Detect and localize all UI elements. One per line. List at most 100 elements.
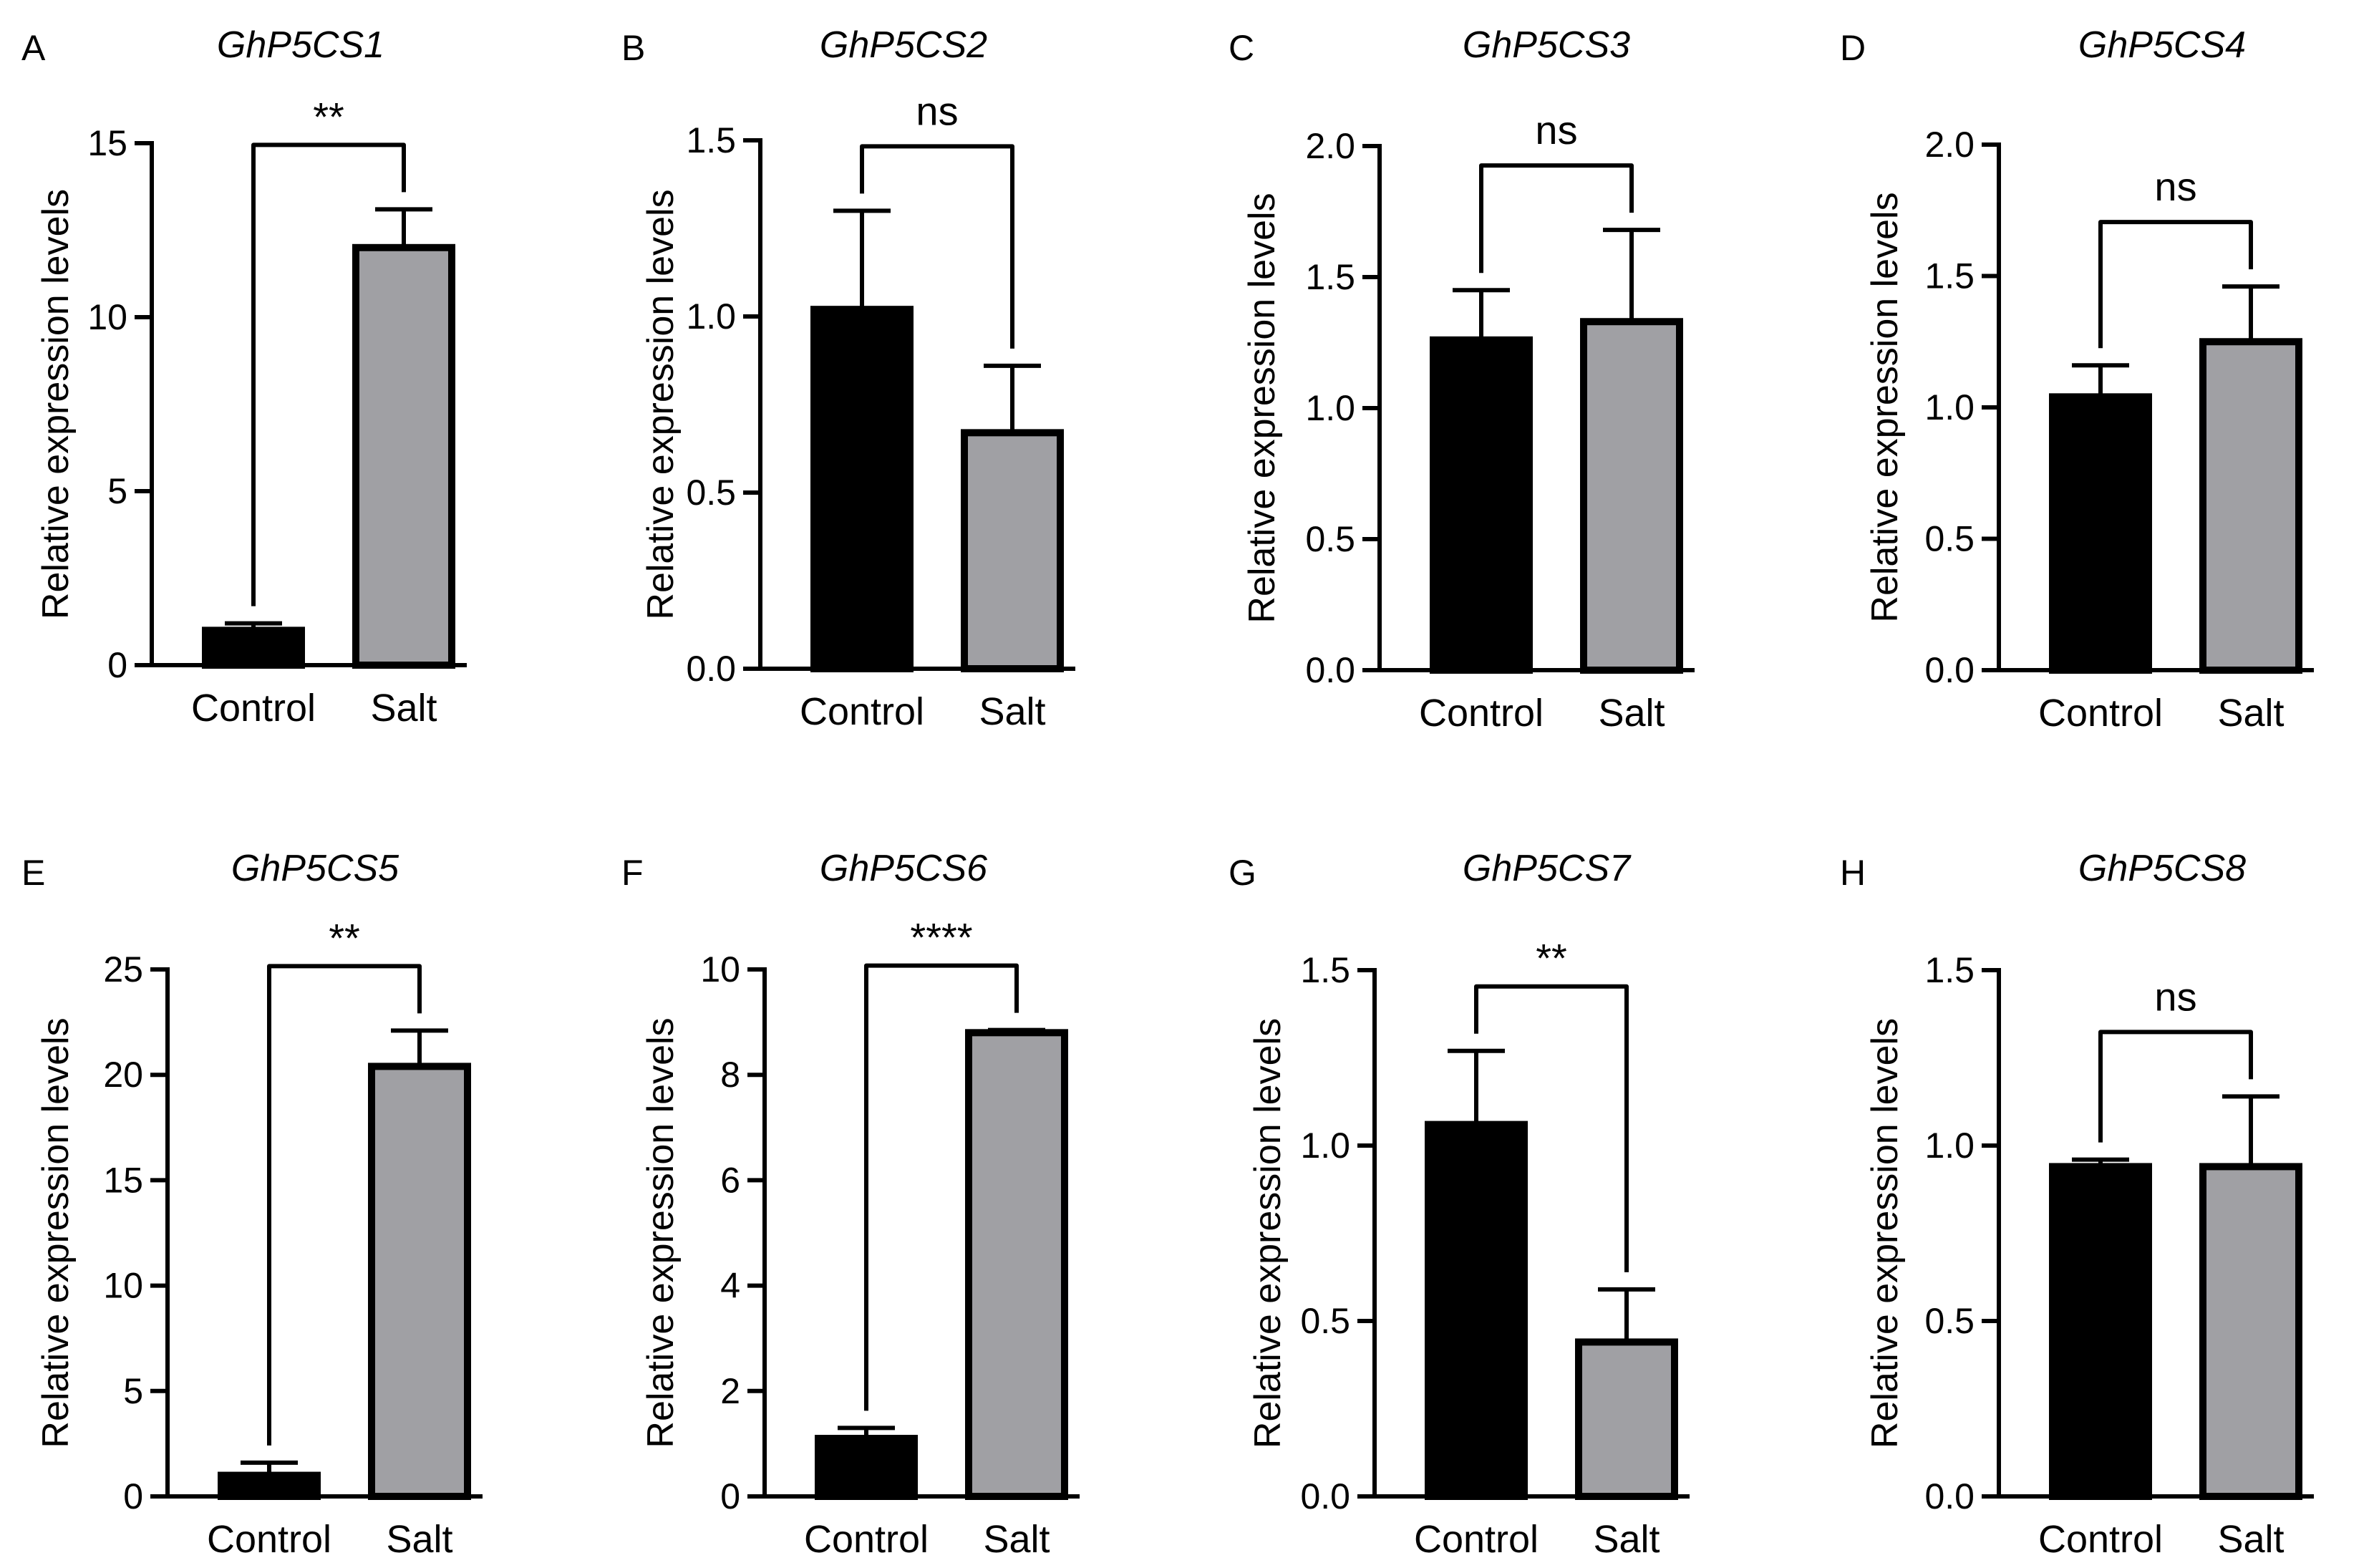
significance-label: ns (2154, 164, 2196, 209)
y-axis-title: Relative expression levels (1864, 192, 1906, 622)
bar-salt (2199, 338, 2302, 674)
bar-control (810, 306, 914, 672)
bar-control (2049, 1163, 2152, 1501)
y-tick-label: 1.0 (1924, 387, 1975, 427)
y-tick-label: 25 (103, 949, 143, 989)
y-tick-label: 8 (720, 1055, 740, 1095)
y-tick-label: 1.0 (686, 296, 736, 337)
bar-salt (965, 1029, 1068, 1500)
significance-bracket (2098, 1030, 2253, 1143)
y-tick-label: 5 (123, 1371, 143, 1411)
chart-title: GhP5CS3 (1463, 24, 1630, 66)
bar-salt (1575, 1338, 1678, 1501)
y-axis-title: Relative expression levels (1247, 1018, 1289, 1448)
chart-title: GhP5CS1 (217, 24, 384, 66)
panel-letter: G (1229, 853, 1256, 893)
panel-letter: E (21, 853, 45, 893)
bar-control (2049, 393, 2152, 674)
chart-title: GhP5CS5 (231, 848, 399, 889)
chart-title: GhP5CS7 (1463, 848, 1632, 889)
bar-control (1425, 1121, 1528, 1500)
x-tick-label: Salt (386, 1518, 452, 1561)
chart-title: GhP5CS4 (2078, 24, 2246, 66)
bar-salt (1580, 318, 1683, 674)
x-tick-label: Salt (370, 687, 437, 730)
y-tick-label: 2.0 (1924, 125, 1975, 165)
significance-label: ** (313, 94, 344, 139)
significance-bracket (2098, 220, 2253, 349)
significance-label: ns (916, 88, 958, 133)
chart-panel-f: F GhP5CS6 Relative expression levels 0 2 4 6 8 1… (621, 848, 1080, 1561)
y-tick-label: 0 (123, 1476, 143, 1516)
significance-bracket (1479, 163, 1634, 274)
y-tick-label: 2 (720, 1371, 740, 1411)
panel-letter: F (621, 853, 644, 893)
x-tick-label: Salt (1593, 1518, 1660, 1561)
panel-letter: C (1229, 28, 1254, 68)
y-tick-label: 1.5 (1924, 950, 1975, 990)
x-tick-label: Salt (2217, 1518, 2284, 1561)
y-tick-label: 0.5 (1300, 1301, 1350, 1341)
panel-letter: B (621, 28, 645, 68)
y-tick-label: 2.0 (1305, 126, 1355, 166)
significance-label: ns (1535, 107, 1577, 153)
y-tick-label: 1.5 (1300, 950, 1350, 990)
y-tick-label: 1.5 (1924, 256, 1975, 296)
y-axis-title: Relative expression levels (640, 189, 682, 619)
x-tick-label: Salt (1598, 692, 1665, 735)
y-tick-label: 10 (700, 949, 740, 989)
y-axis-title: Relative expression levels (640, 1017, 682, 1448)
chart-panel-a: A GhP5CS1 Relative expression levels 0 5 10 15… (21, 24, 467, 730)
significance-label: ** (329, 915, 360, 960)
y-tick-label: 0.0 (1305, 650, 1355, 690)
y-tick-label: 0.0 (686, 649, 736, 689)
x-tick-label: Salt (2217, 692, 2284, 735)
x-tick-label: Control (1414, 1518, 1539, 1561)
bar-salt (961, 429, 1064, 672)
bar-salt (352, 243, 455, 669)
y-tick-label: 0 (107, 645, 127, 685)
y-tick-label: 0.0 (1300, 1476, 1350, 1516)
y-tick-label: 20 (103, 1055, 143, 1095)
significance-label: ns (2154, 974, 2196, 1019)
panel-letter: H (1840, 853, 1866, 893)
x-tick-label: Control (800, 690, 924, 733)
y-axis-title: Relative expression levels (1864, 1018, 1906, 1448)
significance-bracket (267, 964, 422, 1446)
y-tick-label: 0 (720, 1476, 740, 1516)
bar-control (218, 1471, 321, 1501)
bar-control (202, 626, 305, 669)
y-tick-label: 5 (107, 471, 127, 511)
y-tick-label: 1.0 (1300, 1126, 1350, 1166)
x-tick-label: Salt (979, 690, 1045, 733)
chart-panel-c: C GhP5CS3 Relative expression levels 0.0 0.5… (1229, 24, 1695, 735)
y-axis-title: Relative expression levels (35, 1017, 77, 1448)
bar-salt (2199, 1163, 2302, 1501)
x-tick-label: Control (1419, 692, 1544, 735)
significance-bracket (1474, 984, 1629, 1272)
y-tick-label: 0.5 (1305, 519, 1355, 559)
y-tick-label: 15 (103, 1160, 143, 1200)
y-tick-label: 4 (720, 1266, 740, 1306)
chart-panel-h: H GhP5CS8 Relative expression levels 0.0 0.5… (1840, 848, 2314, 1561)
chart-title: GhP5CS6 (820, 848, 987, 889)
y-tick-label: 10 (87, 297, 127, 337)
x-tick-label: Salt (983, 1518, 1050, 1561)
y-tick-label: 1.5 (686, 120, 736, 160)
bar-salt (368, 1063, 471, 1500)
panel-letter: D (1840, 28, 1866, 68)
significance-label: ** (1536, 936, 1567, 981)
x-tick-label: Control (2038, 692, 2163, 735)
y-tick-label: 0.5 (1924, 519, 1975, 559)
chart-title: GhP5CS8 (2078, 848, 2246, 889)
y-axis-title: Relative expression levels (1241, 193, 1283, 623)
x-tick-label: Control (207, 1518, 331, 1561)
x-tick-label: Control (191, 687, 316, 730)
y-tick-label: 0.0 (1924, 650, 1975, 690)
bar-control (815, 1435, 918, 1501)
y-tick-label: 15 (87, 123, 127, 163)
chart-panel-e: E GhP5CS5 Relative expression levels 0 5 10 15… (21, 848, 483, 1561)
significance-bracket (864, 963, 1019, 1411)
